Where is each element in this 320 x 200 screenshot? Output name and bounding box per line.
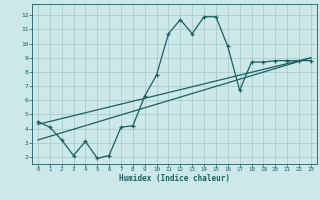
X-axis label: Humidex (Indice chaleur): Humidex (Indice chaleur) [119,174,230,183]
